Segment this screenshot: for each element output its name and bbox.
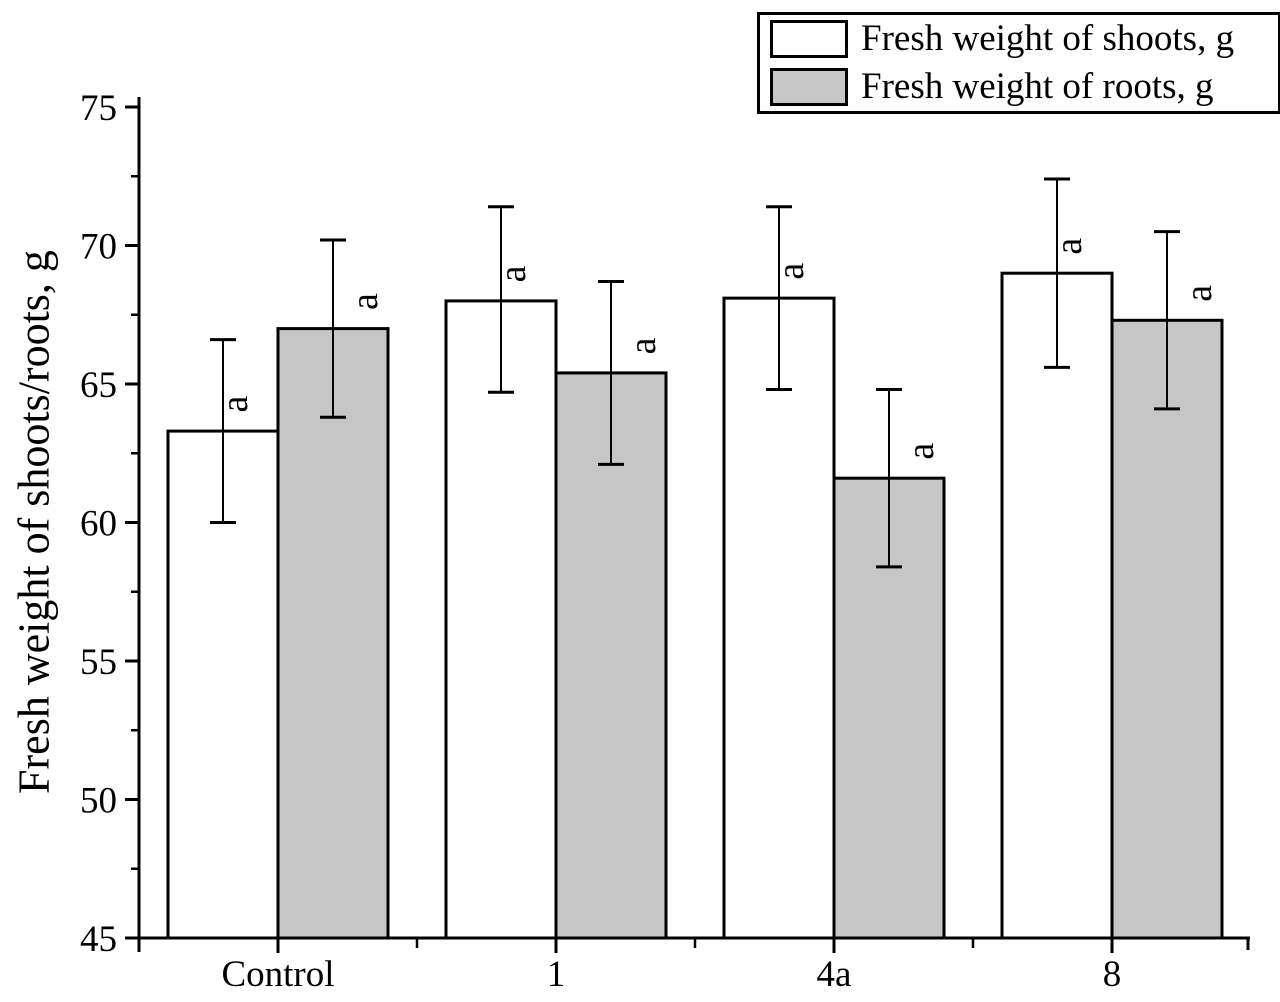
legend-box: Fresh weight of shoots, g Fresh weight o… bbox=[757, 12, 1280, 114]
legend-item-shoots: Fresh weight of shoots, g bbox=[770, 19, 1270, 59]
significance-letter: a bbox=[492, 265, 534, 282]
y-tick-label: 45 bbox=[80, 919, 117, 960]
legend-swatch-shoots bbox=[770, 20, 848, 58]
y-axis-title: Fresh weight of shoots/roots, g bbox=[9, 250, 59, 794]
x-tick-label: 1 bbox=[547, 954, 566, 995]
bar-roots-8 bbox=[1110, 318, 1224, 940]
significance-letter: a bbox=[622, 337, 664, 354]
bar-shoots-4a bbox=[722, 296, 836, 940]
y-tick-label: 70 bbox=[80, 227, 117, 268]
significance-letter: a bbox=[1048, 238, 1090, 255]
y-tick-label: 50 bbox=[80, 781, 117, 822]
significance-letter: a bbox=[214, 396, 256, 413]
significance-letter: a bbox=[770, 263, 812, 280]
bar-roots-Control bbox=[276, 327, 390, 940]
x-tick-label: 4a bbox=[817, 954, 852, 995]
x-tick-label: Control bbox=[221, 954, 334, 995]
significance-letter: a bbox=[344, 293, 386, 310]
y-tick-label: 75 bbox=[80, 88, 117, 129]
significance-letter: a bbox=[900, 443, 942, 460]
bar-roots-1 bbox=[554, 371, 668, 940]
legend-swatch-roots bbox=[770, 68, 848, 106]
legend-label-roots: Fresh weight of roots, g bbox=[861, 66, 1214, 107]
y-tick-label: 65 bbox=[80, 365, 117, 406]
x-tick-label: 8 bbox=[1103, 954, 1122, 995]
significance-letter: a bbox=[1178, 285, 1220, 302]
bar-shoots-8 bbox=[1000, 271, 1114, 940]
legend-label-shoots: Fresh weight of shoots, g bbox=[861, 18, 1235, 59]
bar-shoots-1 bbox=[444, 299, 558, 940]
legend-item-roots: Fresh weight of roots, g bbox=[770, 67, 1270, 107]
y-tick-label: 60 bbox=[80, 504, 117, 545]
y-tick-label: 55 bbox=[80, 642, 117, 683]
